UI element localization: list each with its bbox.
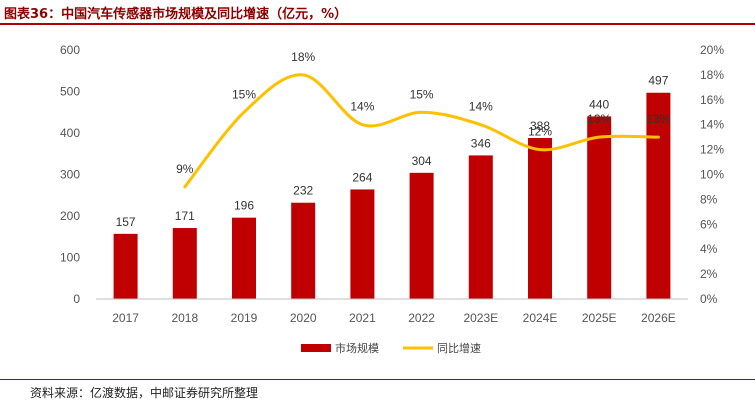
legend-bar-swatch xyxy=(301,344,331,352)
right-axis: 0% 2% 4% 6% 8% 10% 12% 14% 16% 18% 20% xyxy=(700,43,724,306)
bar xyxy=(113,233,138,299)
bar xyxy=(232,217,256,299)
line-value-label: 18% xyxy=(291,50,315,64)
bar-value-label: 388 xyxy=(530,119,550,133)
bar-value-label: 196 xyxy=(234,199,254,213)
bar-value-label: 171 xyxy=(175,209,195,223)
source-rule xyxy=(0,379,755,380)
bar xyxy=(528,137,552,299)
x-tick-label: 2020 xyxy=(290,311,317,325)
line-value-label: 13% xyxy=(587,112,611,126)
y-right-tick-label: 2% xyxy=(700,267,718,281)
bar xyxy=(291,202,316,299)
y-right-tick-label: 6% xyxy=(700,217,718,231)
line-series: 9% 15% 18% 14% 15% 14% 12% 13% 13% xyxy=(176,50,671,189)
x-axis: 2017 2018 2019 2020 2021 2022 2023E 2024E 2025E 2… xyxy=(96,298,688,325)
y-right-tick-label: 10% xyxy=(700,168,724,182)
bar xyxy=(409,172,434,299)
line-value-label: 15% xyxy=(232,87,256,101)
x-tick-label: 2026E xyxy=(641,311,676,325)
bar-series: 157 171 196 232 264 304 346 388 440 497 xyxy=(113,74,671,300)
bar-value-label: 264 xyxy=(352,170,372,184)
y-left-tick-label: 100 xyxy=(60,251,80,265)
x-tick-label: 2023E xyxy=(463,311,498,325)
chart-title: 图表36：中国汽车传感器市场规模及同比增速（亿元，%） xyxy=(4,7,348,22)
legend-bar-label: 市场规模 xyxy=(335,341,379,355)
title-rule xyxy=(0,23,755,25)
source-note: 资料来源：亿渡数据，中邮证券研究所整理 xyxy=(30,386,259,400)
x-tick-label: 2021 xyxy=(349,311,376,325)
line-value-label: 13% xyxy=(646,112,670,126)
line-value-label: 15% xyxy=(410,87,434,101)
y-left-tick-label: 0 xyxy=(73,292,80,306)
bar xyxy=(468,155,493,299)
bar-value-label: 232 xyxy=(293,184,313,198)
y-left-tick-label: 200 xyxy=(60,209,80,223)
y-right-tick-label: 16% xyxy=(700,93,724,107)
x-tick-label: 2022 xyxy=(408,311,435,325)
bar xyxy=(350,189,375,299)
y-right-tick-label: 0% xyxy=(700,292,718,306)
x-tick-label: 2019 xyxy=(231,311,258,325)
x-tick-label: 2025E xyxy=(582,311,617,325)
y-left-tick-label: 400 xyxy=(60,126,80,140)
y-right-tick-label: 8% xyxy=(700,192,718,206)
line-value-label: 14% xyxy=(469,100,493,114)
legend-line-label: 同比增速 xyxy=(437,341,481,355)
left-axis: 0 100 200 300 400 500 600 xyxy=(60,43,80,306)
x-tick-label: 2017 xyxy=(112,311,139,325)
bar xyxy=(587,116,612,300)
line-value-label: 12% xyxy=(528,125,552,139)
y-right-tick-label: 12% xyxy=(700,143,724,157)
y-right-tick-label: 14% xyxy=(700,118,724,132)
y-right-tick-label: 20% xyxy=(700,43,724,57)
y-right-tick-label: 4% xyxy=(700,242,718,256)
bar-value-label: 157 xyxy=(116,215,136,229)
line-value-label: 9% xyxy=(176,162,194,176)
line-value-label: 14% xyxy=(350,100,374,114)
x-tick-label: 2024E xyxy=(523,311,558,325)
legend: 市场规模 同比增速 xyxy=(301,341,481,355)
y-right-tick-label: 18% xyxy=(700,68,724,82)
bar-value-label: 304 xyxy=(412,154,432,168)
y-left-tick-label: 300 xyxy=(60,168,80,182)
bar xyxy=(646,92,671,300)
bar-value-label: 440 xyxy=(589,97,609,111)
y-left-tick-label: 500 xyxy=(60,85,80,99)
bar xyxy=(172,228,197,299)
bar-value-label: 346 xyxy=(471,136,491,150)
growth-line xyxy=(183,73,660,189)
x-tick-label: 2018 xyxy=(171,311,198,325)
bar-value-label: 497 xyxy=(648,74,668,88)
y-left-tick-label: 600 xyxy=(60,43,80,57)
